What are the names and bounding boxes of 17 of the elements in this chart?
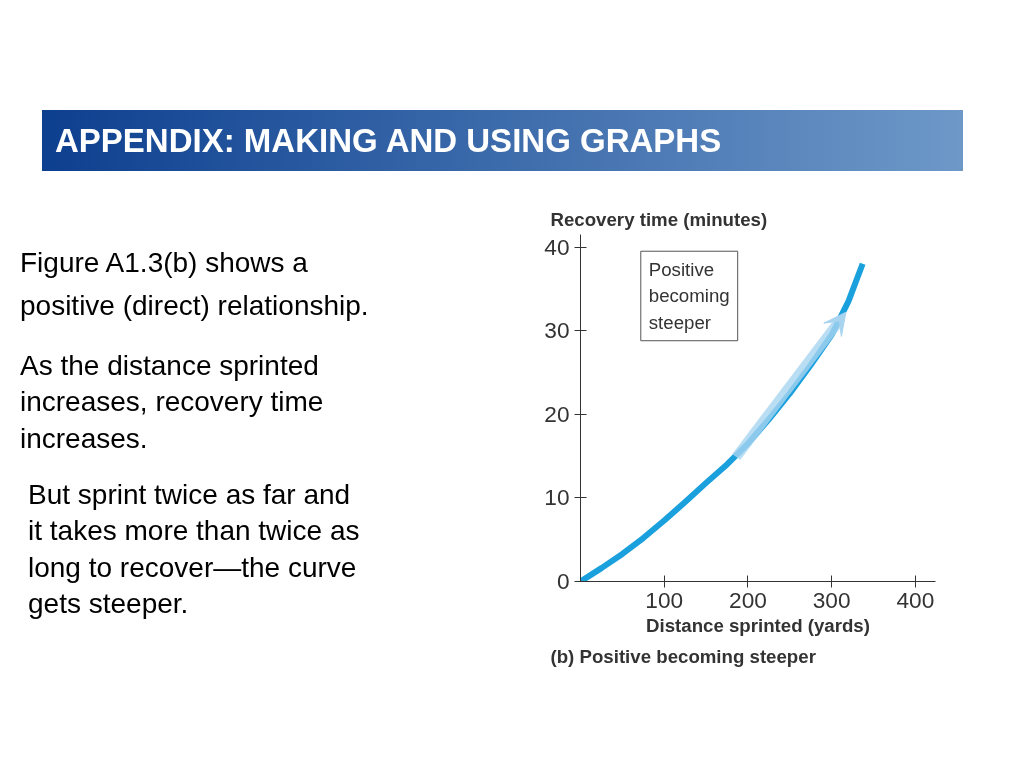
y-tick-label: 0 <box>556 568 570 594</box>
x-tick-label: 300 <box>812 586 851 613</box>
y-tick-label: 10 <box>544 484 570 511</box>
text: But sprint twice as far and it takes more than twice as long to recover—the curve gets steeper. <box>28 477 361 622</box>
caption: Figure A1.3(b) shows a positive (direct) relationship. <box>20 246 369 324</box>
x-axis-title: Distance sprinted (yards) <box>646 614 870 636</box>
text: As the distance sprinted increases, recovery time increases. <box>20 348 325 456</box>
x-tick-label: 200 <box>729 586 767 613</box>
text: (b) Positive becoming steeper <box>550 645 816 667</box>
annotation: Positive becoming steeper <box>648 259 730 333</box>
x-tick-label: 100 <box>645 586 684 613</box>
x-tick-label: 400 <box>896 586 935 613</box>
y-tick-label: 40 <box>544 233 570 260</box>
y-tick-label: 20 <box>544 400 570 427</box>
y-axis-title: Recovery time (minutes) <box>550 208 768 230</box>
text: APPENDIX: MAKING AND USING GRAPHS <box>42 110 963 171</box>
y-tick-label: 30 <box>544 317 570 344</box>
